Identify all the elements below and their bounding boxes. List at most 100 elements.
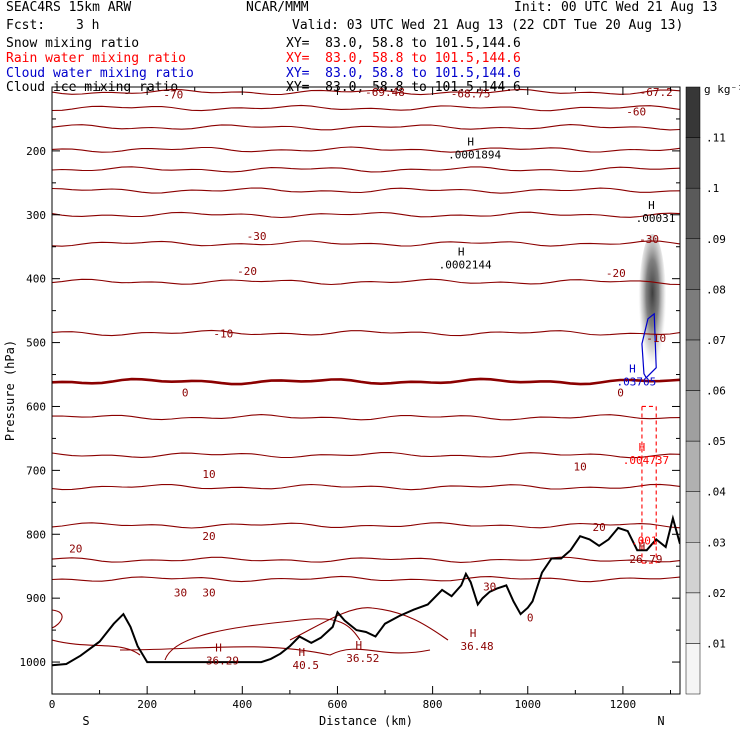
field-xy-cloud-water: XY= 83.0, 58.8 to 101.5,144.6 (286, 66, 521, 81)
y-axis-label: Pressure (hPa) (3, 340, 17, 441)
contour-label: -20 (606, 267, 626, 280)
cloud-water-contour (641, 312, 657, 379)
contour-label: -70 (163, 89, 183, 102)
colorbar-segment (685, 643, 701, 695)
near-surface-contour-3 (289, 607, 449, 641)
contour-label: -20 (237, 265, 257, 278)
high-marker: H (639, 441, 646, 454)
fcst-label: Fcst: (6, 18, 46, 33)
colorbar-segment (685, 542, 701, 594)
high-marker: H (629, 363, 636, 376)
field-xy-rain: XY= 83.0, 58.8 to 101.5,144.6 (286, 51, 521, 66)
colorbar: .01 .02 .03 .04 .05 .06 .07 .08 .09 .1 .11 g kg⁻¹ (685, 83, 740, 695)
contour-label: 20 (592, 521, 605, 534)
temperature-contour--50 (52, 124, 680, 131)
temperature-contour--30 (52, 166, 680, 173)
contour-label: 20 (69, 542, 82, 555)
temperature-contour--70 (52, 88, 680, 96)
colorbar-segment (685, 491, 701, 543)
extremum-value: 36.29 (206, 655, 239, 668)
colorbar-segment (685, 137, 701, 189)
colorbar-tick-label: .11 (706, 132, 726, 145)
y-tick-label: 700 (26, 464, 46, 477)
field-xy-snow: XY= 83.0, 58.8 to 101.5,144.6 (286, 36, 521, 51)
colorbar-tick-label: .04 (706, 486, 726, 499)
ice-mixing-ratio-shading (638, 233, 667, 381)
extremum-value: .0001894 (448, 149, 501, 162)
y-tick-label: 1000 (20, 656, 47, 669)
contour-label: 0 (182, 386, 189, 399)
contour-label: 10 (202, 468, 215, 481)
colorbar-tick-label: .05 (706, 435, 726, 448)
valid-label: Valid: 03 UTC Wed 21 Aug 13 (22 CDT Tue … (292, 18, 684, 33)
temperature-contour--40 (52, 146, 680, 153)
contour-label: -10 (213, 328, 233, 341)
colorbar-segment (685, 238, 701, 290)
extremum-value: .00031 (636, 212, 676, 225)
colorbar-unit: g kg⁻¹ (704, 83, 740, 96)
org-label: NCAR/MMM (246, 0, 309, 15)
temperature-contour-15 (52, 483, 680, 491)
high-marker: H (356, 639, 363, 652)
temperature-contour--20 (52, 211, 680, 219)
y-tick-label: 600 (26, 400, 46, 413)
contour-label: 30 (174, 586, 187, 599)
x-tick-label: 400 (232, 698, 252, 711)
temperature-contour-25 (52, 556, 680, 563)
contour-label: 0 (617, 386, 624, 399)
temperature-contour--10 (52, 278, 680, 286)
y-tick-label: 800 (26, 528, 46, 541)
contour-label: -30 (639, 233, 659, 246)
extremum-value: 36.48 (460, 640, 493, 653)
near-surface-contour-1 (52, 639, 141, 656)
colorbar-tick-label: .01 (706, 637, 726, 650)
high-marker: H (458, 246, 465, 259)
extremum-value: 36.52 (346, 652, 379, 665)
temperature-contour-10 (52, 451, 680, 459)
colorbar-tick-label: .09 (706, 233, 726, 246)
extremum-value: 26.79 (629, 553, 662, 566)
x-tick-label: 1200 (610, 698, 637, 711)
field-name-cloud-water: Cloud water mixing ratio (6, 66, 194, 81)
high-marker: H (470, 627, 477, 640)
colorbar-tick-label: .06 (706, 385, 726, 398)
fcst-value: 3 h (76, 18, 100, 33)
contour-label: -30 (247, 230, 267, 243)
contour-label: -68.75 (451, 87, 491, 100)
y-tick-label: 300 (26, 209, 46, 222)
colorbar-tick-label: .1 (706, 182, 719, 195)
colorbar-tick-label: .08 (706, 283, 726, 296)
colorbar-tick-label: .02 (706, 587, 726, 600)
colorbar-segment (685, 339, 701, 391)
high-marker: H (648, 199, 655, 212)
high-marker: H (215, 642, 222, 655)
temperature-contour-20 (52, 522, 680, 529)
rain-water-contour (641, 405, 657, 564)
high-marker: H (298, 646, 305, 659)
y-tick-label: 900 (26, 592, 46, 605)
x-tick-label: 0 (49, 698, 56, 711)
contour-label: -60 (626, 105, 646, 118)
colorbar-segment (685, 86, 701, 138)
contour-label: -67.2 (640, 86, 673, 99)
low-marker: L (639, 72, 646, 85)
contour-label: -69.48 (365, 86, 405, 99)
extremum-value: .004737 (623, 454, 669, 467)
extremum-value: .03705 (617, 376, 657, 389)
near-surface-contour-2 (164, 618, 361, 661)
temperature-contour--60 (52, 104, 680, 112)
temperature-contour--25 (52, 187, 680, 194)
x-axis-label: Distance (km) (319, 714, 413, 728)
field-name-snow: Snow mixing ratio (6, 36, 140, 51)
plot-area: -70 -69.48 -68.75 -67.2 -60 -30 -30 -20 -20 -10 -1… (52, 72, 680, 672)
temperature-contour-30 (52, 575, 680, 583)
colorbar-segment (685, 440, 701, 492)
y-tick-label: 400 (26, 273, 46, 286)
high-marker: H (639, 540, 646, 553)
temperature-contour-5 (52, 414, 680, 421)
extremum-value: 40.5 (293, 659, 320, 672)
colorbar-segment (685, 187, 701, 240)
model-title: SEAC4RS 15km ARW (6, 0, 132, 15)
